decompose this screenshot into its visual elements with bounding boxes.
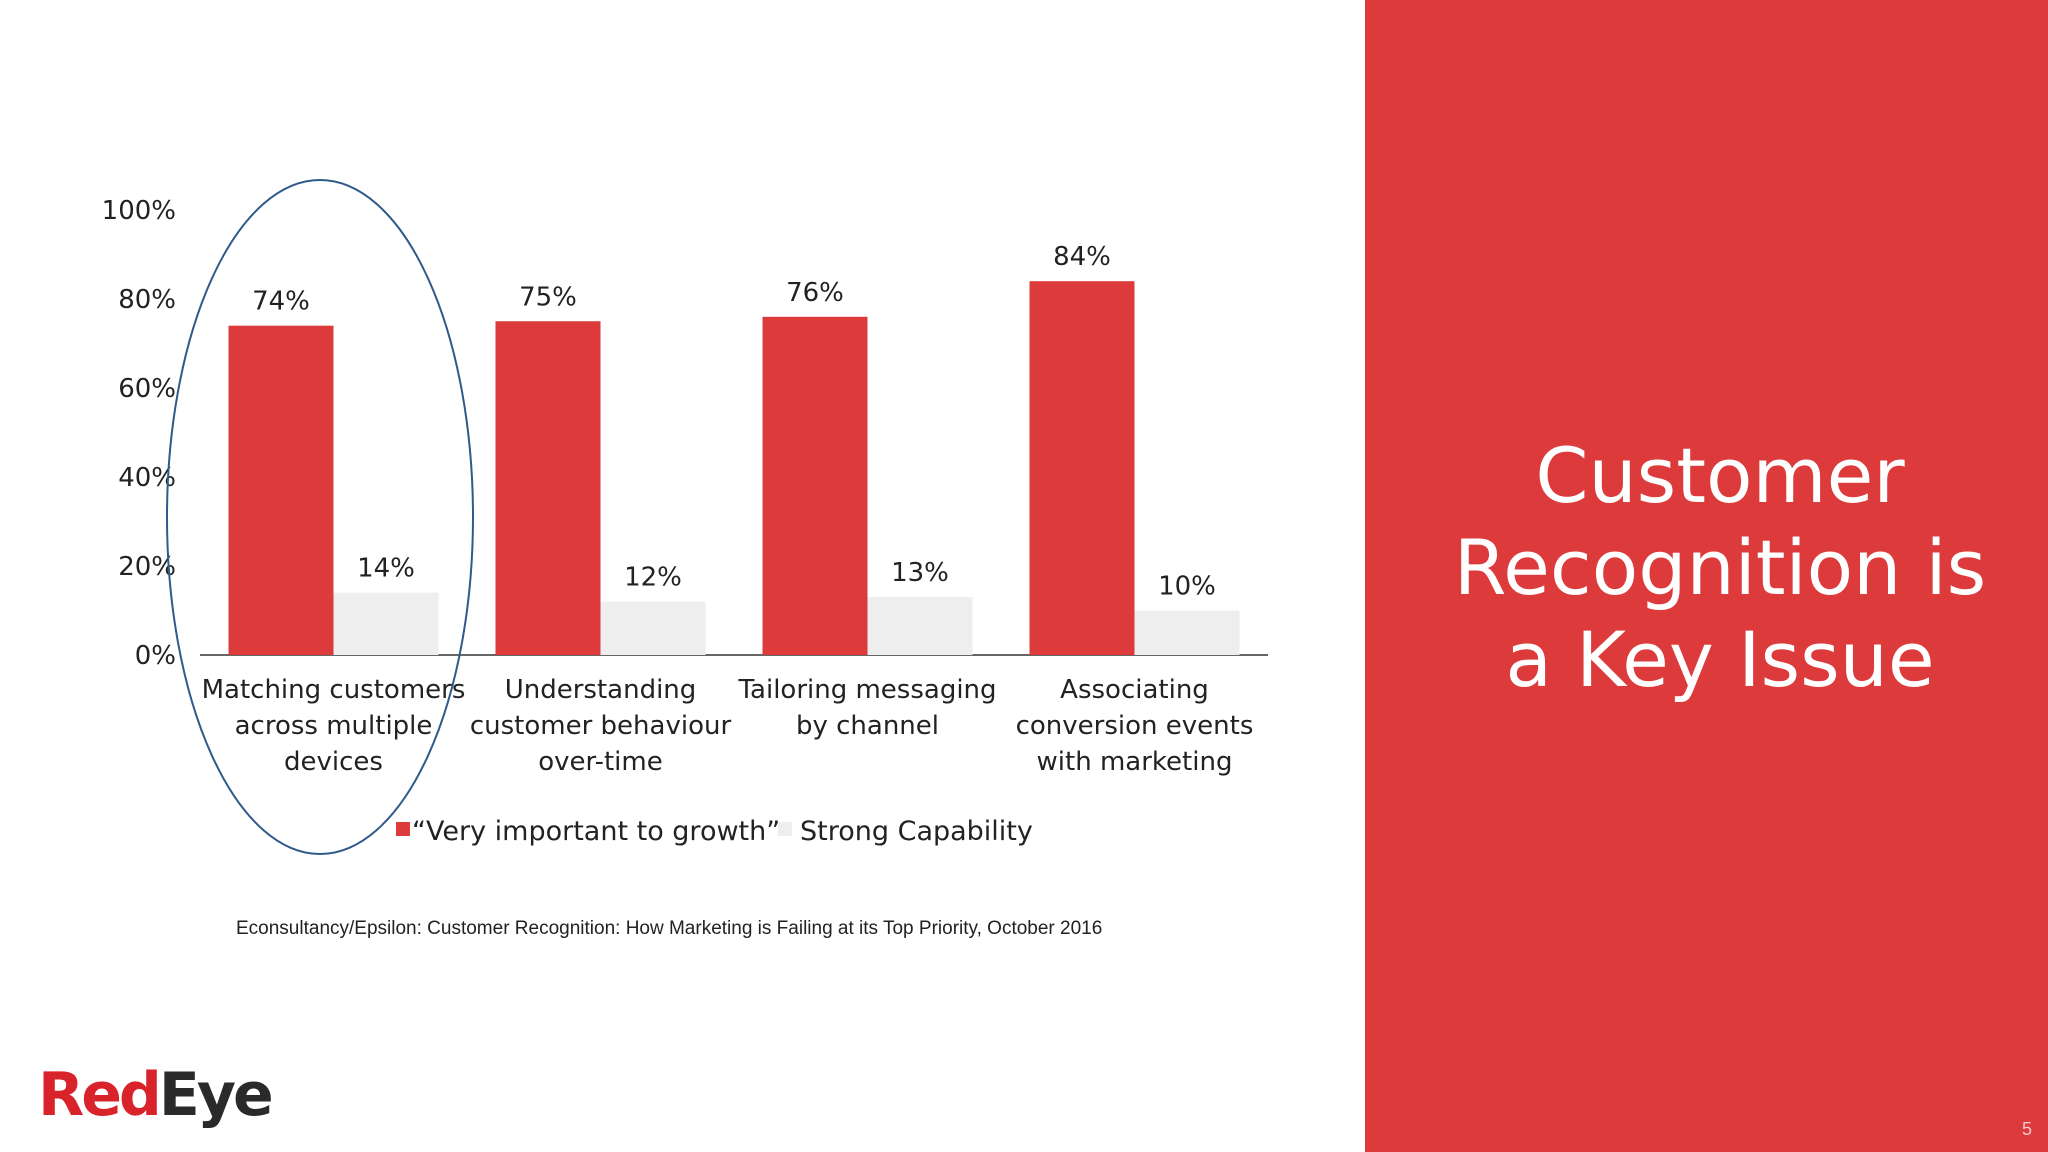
logo-part-dark: Eye (158, 1060, 274, 1130)
bar-strong-capability (333, 592, 439, 655)
category-label: Tailoring messaging (737, 675, 996, 705)
y-tick-label: 20% (118, 552, 176, 582)
slide-left-panel (0, 0, 1365, 1152)
category-label: with marketing (1037, 747, 1233, 777)
category-label: customer behaviour (470, 711, 732, 741)
category-label: conversion events (1016, 711, 1254, 741)
category-label: by channel (796, 711, 939, 741)
redeye-logo: RedEye (38, 1060, 274, 1130)
data-label: 74% (252, 287, 310, 317)
data-label: 13% (891, 558, 949, 588)
bar-very-important (1029, 281, 1135, 655)
data-label: 76% (786, 278, 844, 308)
logo-part-red: Red (38, 1060, 162, 1130)
bar-very-important (762, 316, 868, 655)
y-tick-label: 80% (118, 285, 176, 315)
category-label: Associating (1060, 675, 1209, 705)
slide-headline: Customer Recognition is a Key Issue (1400, 430, 2040, 706)
bar-strong-capability (600, 601, 706, 655)
slide-right-panel (1365, 0, 2048, 1152)
data-label: 10% (1158, 572, 1216, 602)
category-label: Matching customers (202, 675, 466, 705)
bar-chart: 0% 20% 40% 60% 80% 100% 74% 14% Matching custome… (102, 179, 1268, 855)
headline-line: Recognition is (1453, 523, 1987, 612)
category-label: devices (284, 747, 383, 777)
slide-number: 5 (2021, 1119, 2032, 1139)
y-tick-label: 40% (118, 463, 176, 493)
bar-strong-capability (867, 597, 973, 655)
category-label: over-time (538, 747, 662, 777)
legend-swatch-very-important (396, 822, 410, 836)
y-tick-label: 60% (118, 374, 176, 404)
bar-very-important (228, 325, 334, 655)
headline-line: a Key Issue (1505, 615, 1935, 704)
category-label: across multiple (235, 711, 433, 741)
source-citation: Econsultancy/Epsilon: Customer Recogniti… (236, 918, 1103, 939)
data-label: 75% (519, 282, 577, 312)
bar-strong-capability (1134, 610, 1240, 655)
highlight-ellipse (166, 179, 474, 855)
legend-label: “Very important to growth” (412, 816, 780, 847)
data-label: 84% (1053, 242, 1111, 272)
legend-label: Strong Capability (800, 816, 1033, 847)
bar-very-important (495, 321, 601, 655)
legend-swatch-strong-capability (778, 822, 792, 836)
data-label: 14% (357, 554, 415, 584)
y-tick-label: 100% (102, 196, 176, 226)
headline-line: Customer (1535, 431, 1905, 520)
data-label: 12% (624, 563, 682, 593)
category-label: Understanding (505, 675, 697, 705)
y-tick-label: 0% (135, 641, 176, 671)
